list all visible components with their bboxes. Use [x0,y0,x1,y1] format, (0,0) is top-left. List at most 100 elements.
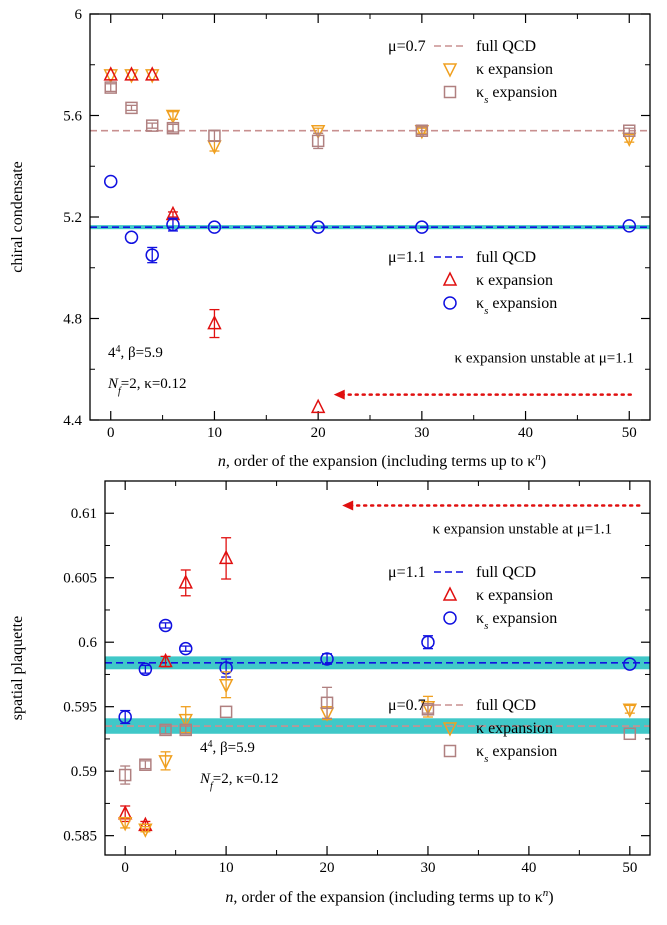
params-flavors: Nf=2, κ=0.12 [107,376,187,397]
data-point [138,823,153,838]
legend-mu-label: μ=1.1 [388,249,426,266]
y-tick-label: 4.8 [63,312,82,328]
legend-marker [443,611,457,625]
x-axis-label-close: ) [548,889,553,906]
data-point [623,657,637,671]
data-point [219,705,233,719]
x-axis-label-close: ) [541,453,546,470]
x-tick-label: 0 [121,860,129,876]
chiral-condensate-panel: 0 10 20 30 40 50 4.4 4.8 5.2 5.6 6 chiral condensat… [9,7,651,470]
params-sup: 4 [208,739,213,750]
legend-entry: full QCD [476,697,536,714]
legend-marker [442,271,458,286]
x-tick-label: 10 [219,860,234,876]
params-kappa: =2, κ=0.12 [213,771,279,787]
params-f: f [118,386,122,397]
legend-mu-label: μ=0.7 [388,697,426,714]
x-tick-label: 50 [622,425,637,441]
data-point [158,755,173,770]
params-lattice: 44, β=5.9 [200,739,255,757]
data-point [420,700,436,716]
x-axis-label-sup: n [543,887,549,899]
x-axis-label: n, order of the expansion (including ter… [218,451,546,470]
data-point [165,109,181,125]
x-tick-label: 40 [518,425,533,441]
error-band-0 [105,656,650,670]
x-tick-label: 20 [311,425,326,441]
legend-entry: κ expansion [476,272,553,289]
x-axis-label-n: n [225,889,233,906]
unstable-annotation: κ expansion unstable at μ=1.1 [455,351,634,367]
data-point [145,119,159,132]
data-point [166,121,180,135]
legend-entry: κ expansion [476,61,553,78]
data-point [118,710,132,724]
data-point [208,129,221,143]
params-lattice: 44, β=5.9 [108,344,163,362]
x-axis-label-text: , order of the expansion (including term… [226,453,535,470]
x-axis-label-text: , order of the expansion (including term… [233,889,542,906]
series-3 [118,686,637,785]
series-1 [118,618,637,725]
data-point [125,101,138,115]
legend-sub-s: s [484,305,488,317]
unstable-arrow-head [342,500,354,511]
params-l: 4 [200,740,208,756]
legend-marker [443,85,457,99]
y-tick-label: 0.59 [71,764,97,780]
legend-entry-rest: expansion [488,84,557,101]
data-point [178,641,193,656]
legend-entry-rest: expansion [488,610,557,627]
data-point [320,696,334,710]
data-point [124,66,139,81]
unstable-arrow-head [333,389,345,400]
params-N: N [107,376,119,392]
y-tick-label: 5.6 [63,109,82,125]
params-N: N [199,771,211,787]
legend-marker [442,722,458,737]
data-point [421,635,435,649]
legend-entry: κs expansion [476,610,557,632]
series-3 [103,174,637,264]
data-point [178,713,193,729]
data-point [103,174,118,189]
data-point [310,398,326,414]
spatial-plaquette-panel: 0 10 20 30 40 50 0.585 0.59 0.595 0.6 0.605 0.61 spa… [9,480,651,906]
params-sup: 4 [116,344,121,355]
x-axis-label-sup: n [535,451,541,463]
data-point [124,230,139,245]
data-point [179,723,192,737]
params-flavors: Nf=2, κ=0.12 [199,771,279,792]
data-point [415,220,429,234]
data-point [139,758,152,771]
legend-entry: κ expansion [476,720,553,737]
x-tick-label: 30 [414,425,429,441]
data-point [145,248,159,262]
data-point [311,134,325,148]
legend-marker [443,744,457,758]
x-tick-label: 50 [622,860,637,876]
data-point [415,124,429,137]
params-f: f [210,781,214,792]
legend-kappa: κ [476,84,484,101]
series-0 [103,69,637,155]
series-2 [117,671,638,838]
legend-entry-rest: expansion [488,743,557,760]
legend-sub-s: s [484,94,488,106]
data-point [207,314,222,330]
x-axis-label: n, order of the expansion (including ter… [225,887,553,906]
unstable-annotation: κ expansion unstable at μ=1.1 [433,522,612,538]
x-tick-label: 10 [207,425,222,441]
x-tick-label: 0 [107,425,115,441]
y-tick-label: 5.2 [63,210,82,226]
params-beta: , β=5.9 [213,740,255,756]
legend-entry: κ expansion [476,587,553,604]
data-point [623,124,636,137]
legend-entry-rest: expansion [488,295,557,312]
data-point [218,679,234,694]
legend-sub-s: s [484,753,488,765]
data-point [178,574,193,589]
data-point [138,662,153,677]
